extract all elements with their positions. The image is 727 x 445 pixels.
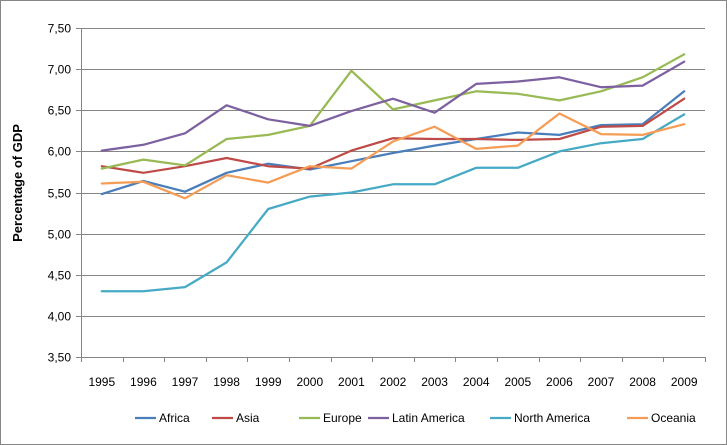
legend-label-asia: Asia xyxy=(236,411,260,425)
x-tick-label: 2006 xyxy=(546,375,573,389)
x-tick-label: 2003 xyxy=(421,375,448,389)
x-tick-label: 1995 xyxy=(88,375,115,389)
x-tick-label: 1998 xyxy=(213,375,240,389)
axes xyxy=(81,28,706,362)
legend-label-latin-america: Latin America xyxy=(392,411,465,425)
series-line-europe xyxy=(100,53,686,170)
y-axis-title: Percentage of GDP xyxy=(10,124,25,242)
series-lines xyxy=(100,53,686,293)
y-tick-label: 6,00 xyxy=(48,145,72,159)
legend-label-north-america: North America xyxy=(514,411,590,425)
gridlines xyxy=(76,28,705,358)
legend-label-europe: Europe xyxy=(323,411,362,425)
series-line-asia xyxy=(100,97,686,174)
y-tick-label: 3,50 xyxy=(48,351,72,365)
x-tick-label: 1999 xyxy=(255,375,282,389)
series-line-oceania xyxy=(100,112,686,200)
legend: Africa Asia Europe Latin America North Ameri… xyxy=(135,411,696,425)
y-tick-labels: 3,50 4,00 4,50 5,00 5,50 6,00 6,50 7,00 7,50 xyxy=(48,22,72,365)
series-line-north-america xyxy=(100,113,686,293)
y-tick-label: 4,50 xyxy=(48,269,72,283)
series-line-latin-america xyxy=(100,60,686,152)
x-tick-label: 1997 xyxy=(172,375,199,389)
x-tick-label: 2008 xyxy=(629,375,656,389)
legend-label-oceania: Oceania xyxy=(651,411,696,425)
y-tick-label: 6,50 xyxy=(48,104,72,118)
x-tick-label: 2005 xyxy=(504,375,531,389)
x-tick-label: 2004 xyxy=(463,375,490,389)
y-tick-label: 5,00 xyxy=(48,228,72,242)
legend-label-africa: Africa xyxy=(159,411,190,425)
x-tick-label: 2000 xyxy=(296,375,323,389)
x-tick-label: 2001 xyxy=(338,375,365,389)
x-tick-label: 2002 xyxy=(380,375,407,389)
x-tick-label: 1996 xyxy=(130,375,157,389)
x-tick-labels: 1995 1996 1997 1998 1999 2000 2001 2002 2003 2004… xyxy=(88,375,697,389)
y-tick-label: 5,50 xyxy=(48,187,72,201)
y-tick-label: 4,00 xyxy=(48,310,72,324)
x-tick-label: 2009 xyxy=(671,375,698,389)
x-tick-label: 2007 xyxy=(588,375,615,389)
y-tick-label: 7,50 xyxy=(48,22,72,36)
y-tick-label: 7,00 xyxy=(48,63,72,77)
